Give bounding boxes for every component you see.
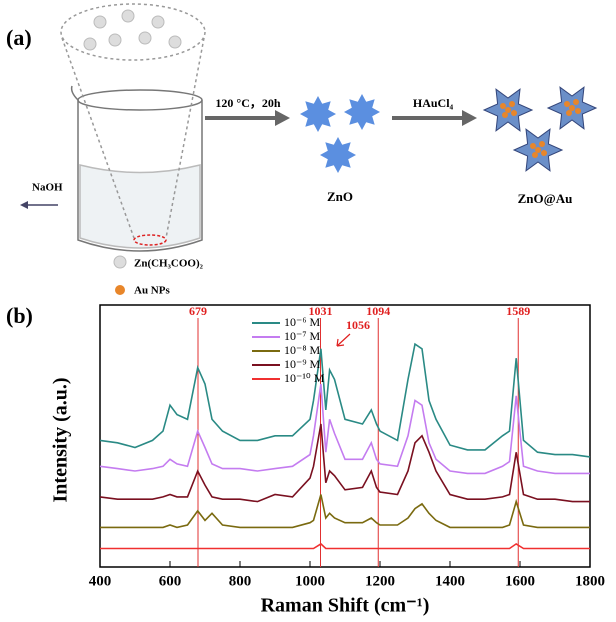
product-label: ZnO@Au xyxy=(518,191,573,206)
au-nanoparticle xyxy=(564,101,570,107)
au-nanoparticle xyxy=(500,103,506,109)
reagent-label: NaOH xyxy=(32,182,63,194)
au-nanoparticle xyxy=(532,152,538,158)
au-nanoparticle xyxy=(569,105,575,111)
peak-label: 679 xyxy=(189,304,207,318)
au-nanoparticle xyxy=(541,150,547,156)
beaker xyxy=(61,4,205,251)
legend-icon xyxy=(115,285,125,295)
plot-frame xyxy=(100,305,590,567)
legend-icon xyxy=(114,256,126,268)
x-tick-label: 600 xyxy=(159,573,182,589)
spectrum xyxy=(100,384,590,473)
x-tick-label: 400 xyxy=(89,573,112,589)
product-label: ZnO xyxy=(327,189,353,204)
spectrum xyxy=(100,544,590,549)
au-nanoparticle xyxy=(505,107,511,113)
au-nanoparticle xyxy=(575,108,581,114)
spectrum xyxy=(100,424,590,502)
x-tick-label: 800 xyxy=(229,573,252,589)
x-tick-label: 1000 xyxy=(295,573,325,589)
legend-label: 10⁻⁶ M xyxy=(284,315,321,329)
zno-particle xyxy=(320,137,356,173)
x-tick-label: 1800 xyxy=(575,573,605,589)
au-nanoparticle xyxy=(509,101,515,107)
zno-particle xyxy=(300,96,336,132)
step-label: 120 °C，20h xyxy=(215,96,280,110)
y-axis-label: Intensity (a.u.) xyxy=(50,377,72,502)
au-nanoparticle xyxy=(566,110,572,116)
au-nanoparticle xyxy=(502,112,508,118)
legend-label: 10⁻⁷ M xyxy=(284,329,321,343)
x-axis-label: Raman Shift (cm⁻¹) xyxy=(261,595,430,617)
panel-label: (a) xyxy=(6,25,32,50)
peak-label: 1589 xyxy=(506,304,530,318)
x-tick-label: 1200 xyxy=(365,573,395,589)
legend-label: 10⁻⁸ M xyxy=(284,343,321,357)
au-nanoparticle xyxy=(511,110,517,116)
au-nanoparticle xyxy=(539,141,545,147)
au-nanoparticle xyxy=(530,143,536,149)
panel-label: (b) xyxy=(6,303,33,328)
peak-arrow xyxy=(337,334,350,346)
zno-particle xyxy=(344,94,380,130)
au-nanoparticle xyxy=(535,147,541,153)
peak-label: 1056 xyxy=(346,318,370,332)
step-label: HAuCl₄ xyxy=(413,96,454,110)
x-tick-label: 1600 xyxy=(505,573,535,589)
peak-label: 1094 xyxy=(366,304,390,318)
figure: (a) 120 °C，20h HAuCl₄ ZnO ZnO@Au NaOH Zn… xyxy=(0,0,616,622)
precursor-spheres xyxy=(84,10,181,50)
spectrum xyxy=(100,495,590,528)
legend-label: 10⁻⁹ M xyxy=(284,357,321,371)
legend-label: 10⁻¹⁰ M xyxy=(284,371,325,385)
legend-label: Au NPs xyxy=(134,285,170,297)
x-tick-label: 1400 xyxy=(435,573,465,589)
legend-label: Zn(CH₃COO)₂ xyxy=(134,258,204,270)
au-nanoparticle xyxy=(573,99,579,105)
